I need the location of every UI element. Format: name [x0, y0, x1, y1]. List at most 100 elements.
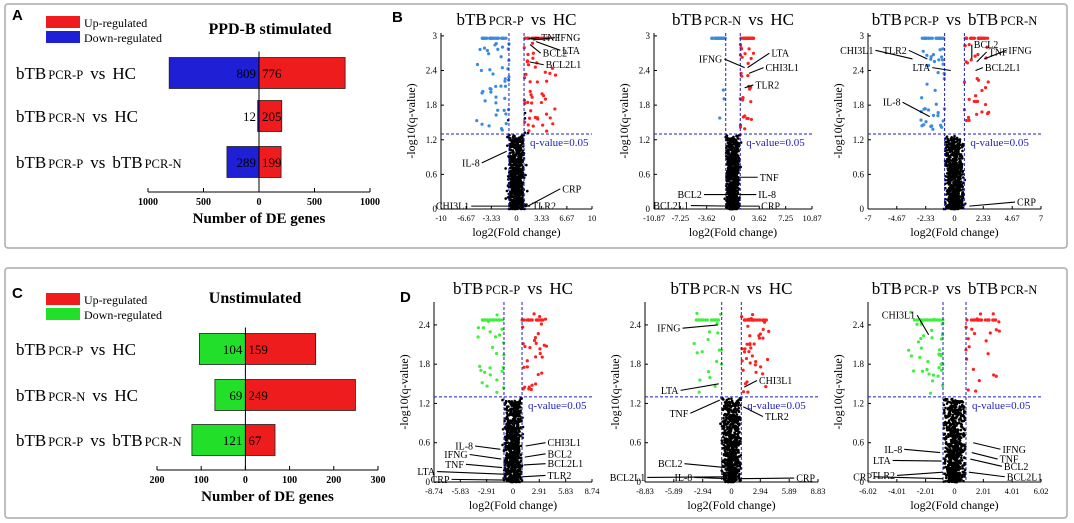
point [728, 182, 731, 186]
point-down [925, 53, 929, 57]
point [961, 191, 965, 194]
point [736, 200, 740, 204]
point-down [494, 113, 498, 117]
bar-value-up: 67 [248, 433, 262, 448]
point [737, 145, 741, 148]
point [518, 399, 522, 403]
point-down [488, 86, 492, 91]
legend-label-up: Up-regulated [84, 16, 147, 30]
point [731, 138, 735, 142]
point-down [485, 384, 489, 388]
point [945, 135, 949, 138]
point [519, 158, 522, 162]
gene-leader-line [902, 101, 931, 118]
point [514, 188, 518, 192]
gene-leader-line [529, 61, 544, 66]
gene-leader-line [932, 67, 951, 72]
y-axis-label: -log10(q-value) [404, 83, 418, 158]
point-down [934, 36, 938, 40]
point [516, 404, 520, 407]
point-down [933, 88, 937, 92]
point [952, 159, 956, 162]
point [730, 181, 733, 184]
point-down [707, 330, 712, 334]
y-tick-label: 1.8 [419, 359, 431, 369]
point-up [966, 115, 971, 120]
point-up [528, 89, 532, 93]
point [725, 468, 728, 472]
point-up [531, 56, 535, 60]
point-down [494, 95, 498, 99]
point-down [507, 75, 511, 79]
point [516, 480, 519, 484]
point-up [533, 335, 538, 340]
q-threshold-label: q-value=0.05 [747, 400, 806, 412]
point [505, 189, 509, 193]
point [727, 463, 731, 467]
point [507, 405, 510, 408]
point [949, 145, 953, 149]
x-tick-label: -7.25 [671, 213, 689, 223]
point [951, 193, 954, 197]
point [515, 195, 518, 198]
point [517, 171, 520, 174]
point [955, 140, 958, 144]
y-tick-label: 1.8 [853, 100, 865, 110]
point [515, 465, 519, 469]
point [508, 473, 512, 477]
point [518, 144, 522, 147]
point-up [539, 318, 543, 322]
point [504, 197, 508, 200]
point-down [483, 370, 487, 374]
point-down [496, 108, 500, 112]
point [947, 183, 951, 186]
gene-label: IL-8 [462, 158, 480, 169]
gene-label: CHI3L1 [840, 46, 873, 57]
point-down [706, 370, 711, 374]
point-down [717, 348, 721, 352]
y-tick-label: 2.4 [853, 66, 865, 76]
point [953, 134, 956, 138]
gene-label: CHI3L1 [759, 376, 792, 387]
point-down [937, 58, 941, 62]
point-up [553, 107, 557, 111]
point-up [973, 54, 977, 58]
point [946, 198, 949, 202]
point [512, 192, 516, 195]
point [725, 191, 729, 194]
panel-letter-a: A [12, 7, 23, 24]
point-up [545, 129, 549, 133]
x-tick-label: -10 [435, 213, 446, 223]
bar-value-up: 159 [248, 342, 268, 357]
point-up [750, 354, 754, 358]
point-down [489, 90, 493, 94]
y-tick-label: 0.6 [419, 438, 431, 448]
point [722, 398, 725, 401]
point-up [545, 79, 549, 83]
point [516, 188, 520, 192]
point-down [491, 318, 495, 322]
point-up [526, 123, 530, 127]
point [731, 158, 735, 162]
point [725, 199, 729, 203]
point-down [692, 341, 696, 346]
point-down [500, 369, 504, 373]
point [955, 137, 959, 141]
gene-label: TLR2 [883, 46, 907, 57]
point-up [751, 36, 755, 40]
point-down [710, 36, 714, 40]
x-tick-label: 200 [150, 475, 165, 486]
point [737, 468, 741, 471]
point-up [742, 350, 747, 354]
point [738, 455, 741, 458]
point-up [536, 117, 540, 121]
point [525, 163, 528, 167]
point [959, 462, 962, 465]
point-down [924, 120, 928, 124]
point-down [504, 36, 508, 40]
point-up [749, 56, 753, 61]
point [509, 182, 513, 186]
point [727, 457, 730, 460]
volcano-B3: bTB PCR-P vs bTB PCR-N00.61.21.82.43-7 -4.67-… [831, 10, 1043, 239]
point-up [741, 368, 745, 372]
